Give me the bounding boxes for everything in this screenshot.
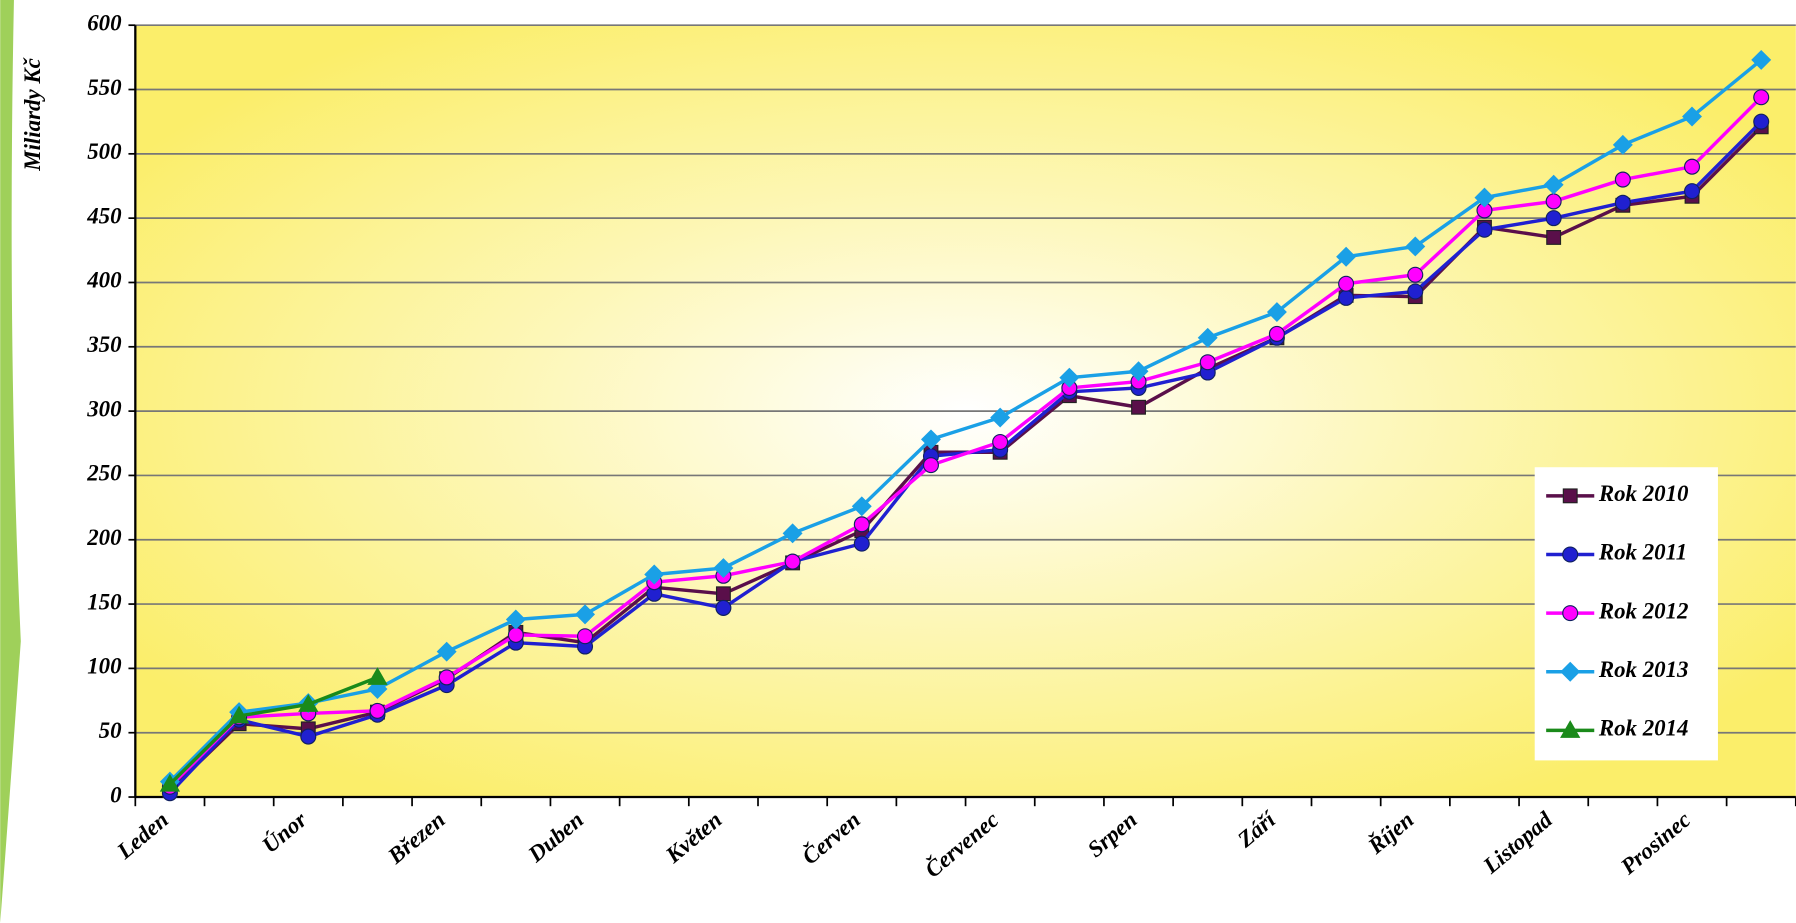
data-point [436,641,457,662]
data-point [369,702,386,719]
legend-marker [1562,546,1579,563]
x-tick-label: Únor [257,805,313,858]
data-point [577,628,594,645]
data-point [1682,106,1703,127]
data-point [1684,183,1701,200]
data-point [1338,289,1355,306]
data-point [1612,134,1633,155]
data-point [1684,158,1701,175]
data-point [575,604,596,625]
data-point [1336,246,1357,267]
data-point [851,496,872,517]
data-point [1753,89,1770,106]
data-point [507,626,524,643]
data-point [922,457,939,474]
data-point [644,564,665,585]
y-tick-label: 300 [86,396,122,421]
x-tick-label: Červen [797,806,865,869]
x-tick-label: Říjen [1362,806,1418,859]
legend-label: Rok 2010 [1598,481,1689,506]
data-point [1476,221,1493,238]
data-point [1131,399,1146,415]
decoration [0,0,21,923]
x-tick-label: Březen [382,807,450,869]
series-line [168,96,1763,788]
data-point [713,558,734,579]
y-tick-label: 0 [110,782,122,807]
data-point [1545,193,1562,210]
data-point [1407,283,1424,300]
x-tick-label: Září [1232,806,1281,853]
data-point [505,609,526,630]
data-point [1545,210,1562,227]
data-point [1197,327,1218,348]
y-tick-label: 500 [87,139,122,164]
y-tick-label: 350 [86,332,122,357]
data-point [1753,113,1770,130]
data-point [298,694,319,712]
data-point [228,705,250,724]
legend-marker [1560,661,1581,682]
data-point [1268,325,1285,342]
y-tick-label: 400 [86,268,122,293]
data-point [715,586,731,602]
y-tick-label: 50 [99,718,122,743]
legend-marker [1560,720,1581,738]
y-tick-label: 250 [86,461,122,486]
data-point [438,669,455,686]
data-point [1614,171,1631,188]
data-point [853,535,870,552]
x-tick-label: Prosinec [1615,807,1695,880]
data-point [853,516,870,533]
legend-label: Rok 2011 [1598,540,1687,565]
x-tick-label: Květen [660,807,727,868]
x-tick-label: Červenec [919,806,1003,882]
data-point [1407,266,1424,283]
data-point [1128,361,1149,382]
x-tick-label: Srpen [1083,807,1142,862]
data-point [990,407,1011,428]
data-point [300,728,317,745]
legend-label: Rok 2014 [1598,716,1689,741]
data-point [992,433,1009,451]
data-point [1266,302,1287,323]
legend-marker [1562,488,1578,504]
y-tick-label: 150 [87,589,122,614]
data-point [1543,174,1564,195]
data-point [1199,354,1216,371]
data-point [782,523,803,544]
y-tick-label: 100 [87,654,122,679]
data-point [921,429,941,450]
y-tick-label: 550 [87,75,122,100]
data-point [1546,230,1562,245]
data-point [1405,236,1426,257]
data-point [159,773,181,792]
data-point [715,599,732,616]
x-tick-label: Leden [111,807,173,864]
data-point [1614,194,1631,211]
data-point [1751,49,1772,70]
data-point [784,553,801,570]
x-tick-label: Duben [523,807,589,868]
data-point [1474,187,1495,208]
legend-marker [1562,605,1579,622]
y-tick-label: 600 [87,10,122,35]
data-point [367,667,388,685]
legend-label: Rok 2012 [1598,598,1689,623]
legend-label: Rok 2013 [1598,657,1689,682]
x-tick-label: Listopad [1478,807,1558,879]
y-tick-label: 450 [86,203,122,228]
data-point [1338,275,1355,292]
y-axis-label: Miliardy Kč [20,57,45,171]
y-tick-label: 200 [86,525,122,550]
series-line [168,675,379,786]
data-point [1059,367,1080,388]
series-line [168,58,1763,783]
